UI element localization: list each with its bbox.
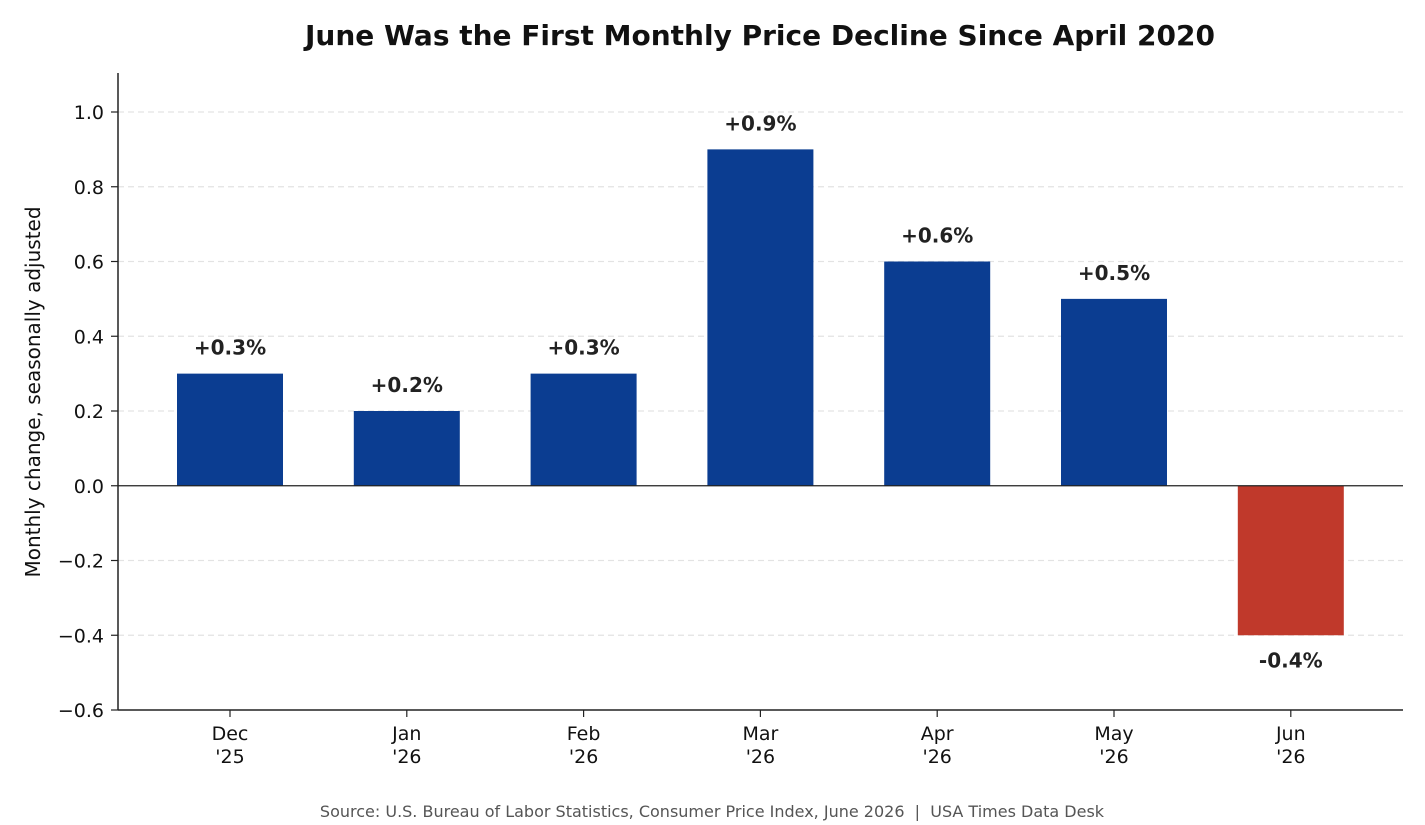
y-axis-label: Monthly change, seasonally adjusted: [21, 206, 45, 577]
data-label: -0.4%: [1259, 648, 1323, 672]
bar: [530, 373, 637, 486]
x-tick-label: '26: [1276, 746, 1305, 768]
x-tick-label: '26: [922, 746, 951, 768]
source-note: Source: U.S. Bureau of Labor Statistics,…: [320, 802, 1105, 821]
x-tick-label: Jan: [391, 723, 421, 745]
y-tick-label: 0.4: [74, 326, 104, 348]
x-tick-label: Apr: [921, 723, 954, 745]
y-tick-label: 0.0: [74, 476, 104, 498]
data-label: +0.3%: [547, 336, 619, 360]
bar: [707, 149, 814, 486]
bar: [1061, 298, 1167, 486]
bars: [177, 149, 1344, 636]
x-tick-label: Jun: [1275, 723, 1306, 745]
x-tick-label: '26: [569, 746, 598, 768]
data-label: +0.2%: [371, 373, 443, 397]
bar: [353, 411, 460, 486]
x-tick-label: '25: [215, 746, 244, 768]
y-axis-ticks: 1.0 0.8 0.6 0.4 0.2 0.0 −0.2 −0.4 −0.6: [58, 102, 118, 722]
x-tick-label: '26: [392, 746, 421, 768]
bar: [1237, 485, 1344, 636]
x-tick-label: '26: [746, 746, 775, 768]
y-tick-label: 1.0: [74, 102, 104, 124]
y-tick-label: −0.4: [58, 625, 104, 647]
x-tick-label: May: [1094, 723, 1133, 745]
data-label: +0.9%: [724, 111, 796, 135]
bar: [884, 261, 991, 486]
x-tick-label: Mar: [742, 723, 778, 745]
y-tick-label: 0.8: [74, 177, 104, 199]
x-tick-label: '26: [1099, 746, 1128, 768]
x-tick-label: Feb: [567, 723, 601, 745]
y-tick-label: 0.6: [74, 252, 104, 274]
data-label: +0.6%: [901, 224, 973, 248]
data-label: +0.3%: [194, 336, 266, 360]
x-tick-label: Dec: [212, 723, 249, 745]
bar: [177, 373, 283, 486]
y-tick-label: 0.2: [74, 401, 104, 423]
y-tick-label: −0.6: [58, 700, 104, 722]
data-labels: +0.3% +0.2% +0.3% +0.9% +0.6% +0.5% -0.4%: [194, 111, 1323, 672]
chart-title: June Was the First Monthly Price Decline…: [303, 19, 1215, 52]
data-label: +0.5%: [1078, 261, 1150, 285]
x-axis-ticks: Dec'25Jan'26Feb'26Mar'26Apr'26May'26Jun'…: [212, 710, 1306, 768]
y-tick-label: −0.2: [58, 551, 104, 573]
